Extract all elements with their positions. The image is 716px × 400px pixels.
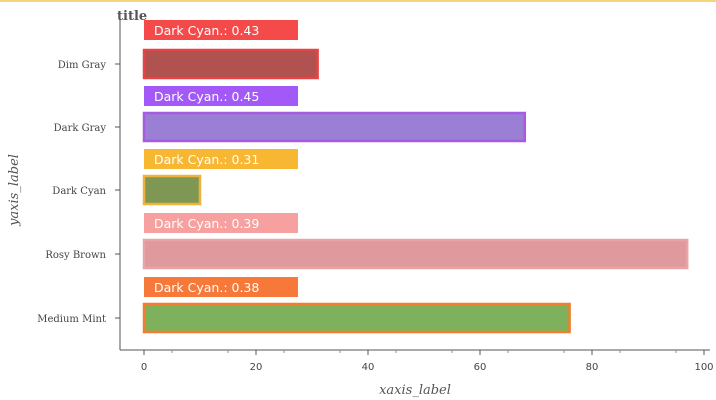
x-tick-label: 40: [362, 362, 375, 373]
bar: [142, 48, 319, 80]
x-tick-label: 20: [250, 362, 263, 373]
y-tick-label: Dark Gray: [54, 123, 107, 134]
bar: [142, 238, 689, 270]
y-tick-label: Rosy Brown: [45, 250, 106, 261]
chart-title: title: [117, 9, 148, 24]
legend-label: Dark Cyan.: 0.43: [154, 23, 259, 38]
y-axis-label: yaxis_label: [7, 154, 22, 227]
bar: [142, 174, 202, 206]
x-tick-label: 0: [141, 362, 147, 373]
y-tick-label: Dim Gray: [58, 60, 107, 71]
x-tick-label: 80: [586, 362, 599, 373]
legend-swatch: [144, 149, 298, 169]
y-tick-label: Medium Mint: [37, 314, 106, 325]
legend-label: Dark Cyan.: 0.38: [154, 280, 259, 295]
legend-swatch: [144, 213, 298, 233]
y-tick-label: Dark Cyan: [52, 186, 106, 197]
bar: [142, 302, 571, 334]
legend-label: Dark Cyan.: 0.31: [154, 152, 259, 167]
x-axis-label: xaxis_label: [379, 383, 451, 398]
legend-swatch: [144, 277, 298, 297]
legend-swatch: [144, 86, 298, 106]
x-tick-label: 100: [694, 362, 713, 373]
legend-label: Dark Cyan.: 0.45: [154, 89, 259, 104]
legend-label: Dark Cyan.: 0.39: [154, 216, 259, 231]
top-border-strip: [0, 0, 716, 2]
legend-swatch: [144, 20, 298, 40]
x-tick-label: 60: [474, 362, 487, 373]
bar: [142, 111, 527, 143]
